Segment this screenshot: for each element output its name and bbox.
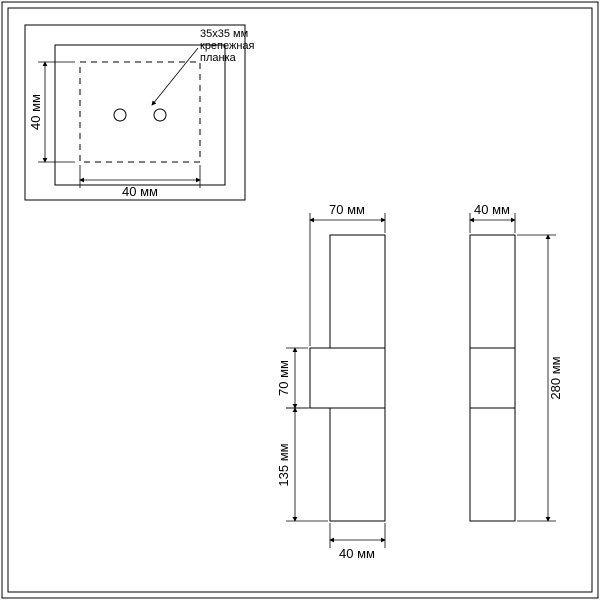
dim-front-mid-height: 70 мм xyxy=(276,348,308,408)
front-bot xyxy=(330,408,385,521)
dim-front-bot-width-label: 40 мм xyxy=(339,546,375,561)
note-line1: 35x35 мм xyxy=(200,28,248,40)
dim-side-total-height-label: 280 мм xyxy=(548,356,563,399)
side-mid xyxy=(470,348,515,408)
dim-plate-height: 40 мм xyxy=(28,62,75,162)
note-line3: планка xyxy=(200,52,237,64)
front-view: 70 мм 40 мм 70 мм 135 мм xyxy=(276,202,385,561)
technical-drawing: 40 мм 40 мм 35x35 мм крепежная планка 70… xyxy=(0,0,600,600)
dim-side-total-height: 280 мм xyxy=(517,235,563,521)
inner-border xyxy=(8,8,592,592)
dim-front-top-width-label: 70 мм xyxy=(329,202,365,217)
bracket-outline xyxy=(80,62,200,162)
dim-plate-width: 40 мм xyxy=(80,165,200,199)
outer-border xyxy=(2,2,598,598)
dim-front-bot-width: 40 мм xyxy=(330,523,385,561)
dim-front-mid-height-label: 70 мм xyxy=(276,360,291,396)
side-view: 40 мм 280 мм xyxy=(470,202,563,521)
hole-right xyxy=(154,109,166,121)
dim-front-bot-height: 135 мм xyxy=(276,408,328,521)
dim-front-top-width: 70 мм xyxy=(310,202,385,346)
front-top xyxy=(330,235,385,348)
front-mid xyxy=(310,348,385,408)
top-view: 40 мм 40 мм 35x35 мм крепежная планка xyxy=(25,25,255,200)
dim-front-bot-height-label: 135 мм xyxy=(276,443,291,486)
hole-left xyxy=(114,109,126,121)
dim-plate-height-label: 40 мм xyxy=(28,94,43,130)
dim-side-top-width: 40 мм xyxy=(470,202,515,233)
side-top xyxy=(470,235,515,348)
dim-plate-width-label: 40 мм xyxy=(122,184,158,199)
side-bot xyxy=(470,408,515,521)
bracket-note: 35x35 мм крепежная планка xyxy=(152,28,255,105)
note-line2: крепежная xyxy=(200,40,255,52)
dim-side-top-width-label: 40 мм xyxy=(474,202,510,217)
